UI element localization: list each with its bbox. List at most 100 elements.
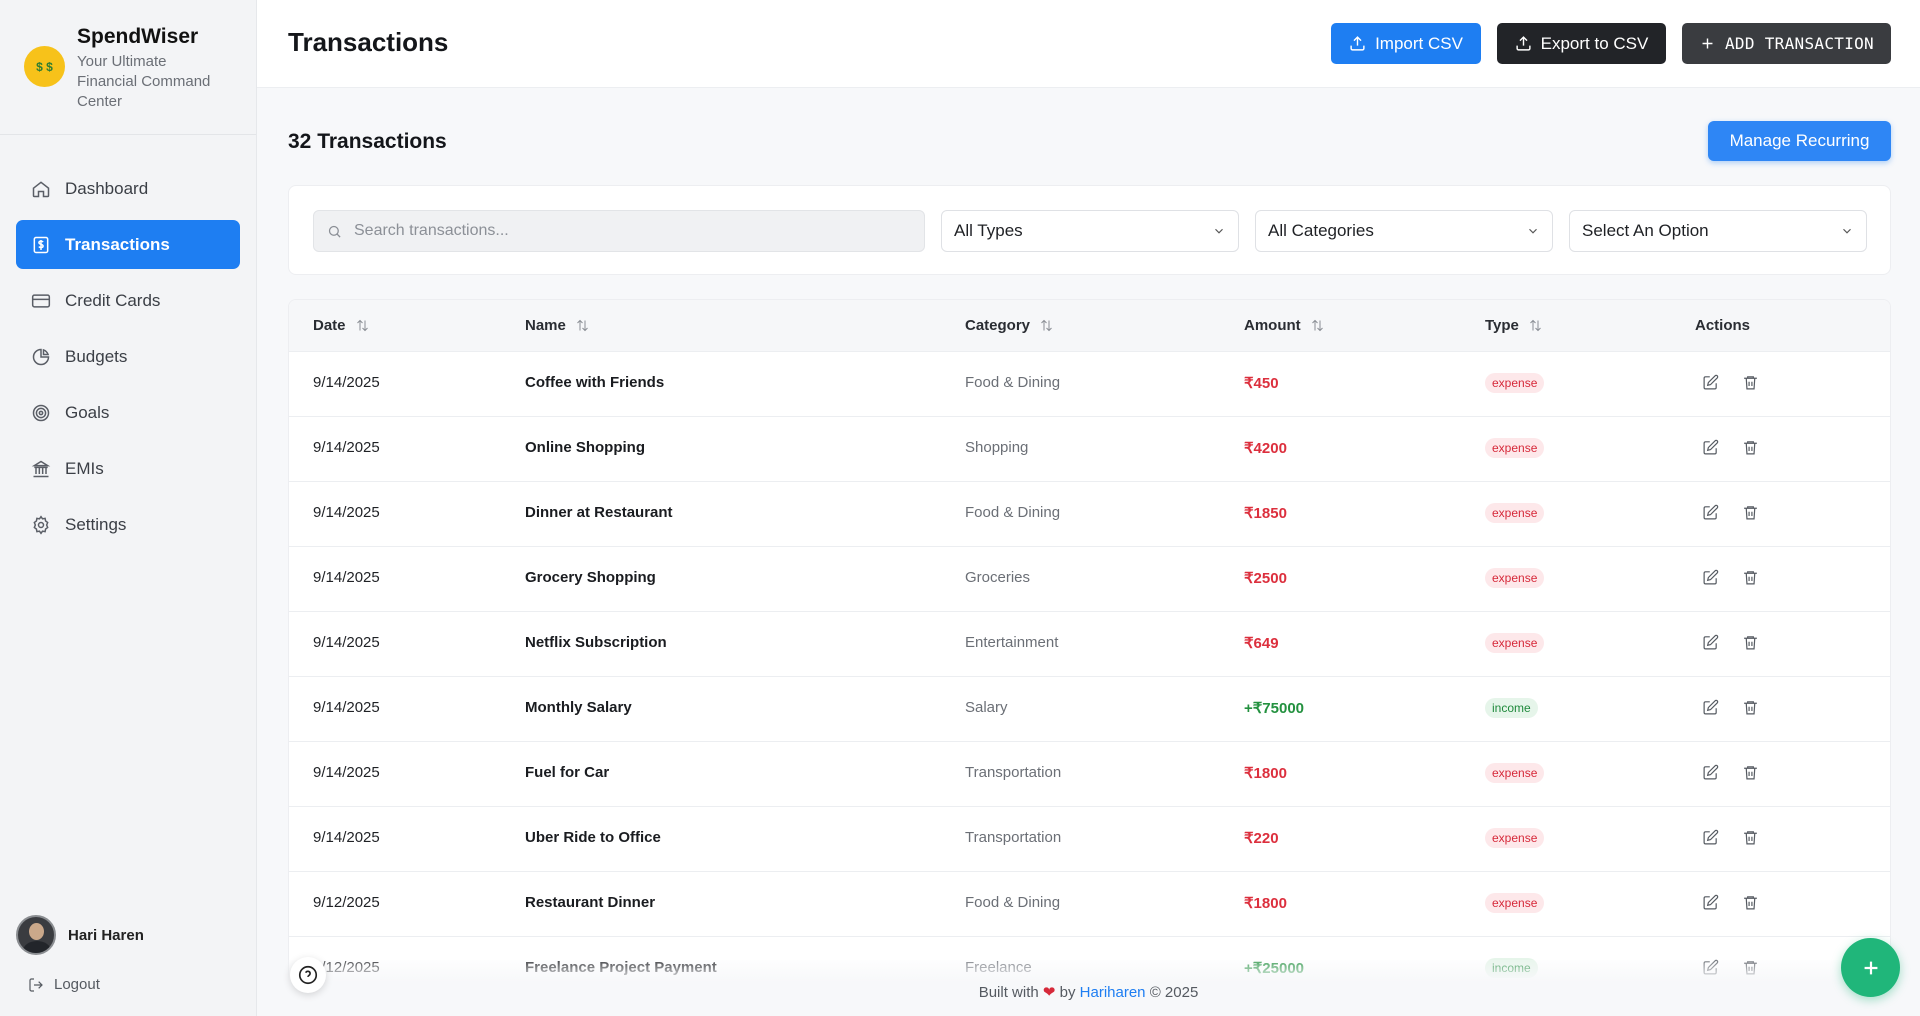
- type-badge: expense: [1485, 893, 1545, 913]
- add-fab-button[interactable]: [1841, 938, 1900, 997]
- sidebar-item-dashboard[interactable]: Dashboard: [16, 164, 240, 213]
- dollar-square-icon: [31, 235, 51, 255]
- sidebar-item-emis[interactable]: EMIs: [16, 444, 240, 493]
- delete-button[interactable]: [1742, 764, 1759, 781]
- cell-category: Food & Dining: [965, 504, 1061, 521]
- column-label: Type: [1485, 317, 1519, 334]
- edit-icon: [1703, 569, 1719, 585]
- edit-button[interactable]: [1702, 374, 1719, 391]
- category-select[interactable]: All Categories: [1255, 210, 1553, 252]
- cell-date: 9/14/2025: [313, 764, 380, 781]
- cell-date: 9/14/2025: [313, 504, 380, 521]
- option-select-value: Select An Option: [1582, 221, 1709, 240]
- delete-button[interactable]: [1742, 504, 1759, 521]
- cell-amount: ₹450: [1244, 375, 1279, 392]
- cell-date: 9/14/2025: [313, 374, 380, 391]
- trash-icon: [1744, 896, 1757, 910]
- edit-button[interactable]: [1702, 699, 1719, 716]
- cell-category: Food & Dining: [965, 374, 1061, 391]
- cell-category: Groceries: [965, 569, 1031, 586]
- type-badge: expense: [1485, 828, 1545, 848]
- sort-icon: [356, 319, 368, 332]
- cell-name: Dinner at Restaurant: [525, 504, 673, 521]
- sidebar-item-settings[interactable]: Settings: [16, 500, 240, 549]
- column-label: Actions: [1695, 317, 1751, 334]
- search-input[interactable]: [354, 222, 914, 240]
- delete-button[interactable]: [1742, 569, 1759, 586]
- logout-button[interactable]: Logout: [28, 976, 100, 993]
- edit-button[interactable]: [1702, 894, 1719, 911]
- footer: Built with ❤ by Hariharen © 2025: [257, 983, 1920, 1001]
- column-header-category[interactable]: Category: [965, 317, 1054, 334]
- column-label: Date: [313, 317, 346, 334]
- cell-date: 9/12/2025: [313, 894, 380, 911]
- sidebar-nav: Dashboard Transactions Credit Cards Budg…: [0, 135, 256, 549]
- sidebar-item-budgets[interactable]: Budgets: [16, 332, 240, 381]
- delete-button[interactable]: [1742, 374, 1759, 391]
- table-row: 9/14/2025 Grocery Shopping Groceries ₹2500 e…: [289, 547, 1890, 612]
- help-button[interactable]: [290, 957, 326, 993]
- plus-icon: [1864, 961, 1877, 974]
- sidebar-item-credit-cards[interactable]: Credit Cards: [16, 276, 240, 325]
- export-csv-label: Export to CSV: [1540, 33, 1649, 53]
- manage-recurring-button[interactable]: Manage Recurring: [1708, 121, 1891, 161]
- brand: $ $ SpendWiser Your Ultimate Financial C…: [0, 0, 256, 135]
- cell-name: Netflix Subscription: [525, 634, 667, 651]
- edit-icon: [1703, 634, 1719, 650]
- cell-name: Restaurant Dinner: [525, 894, 656, 911]
- logout-icon: [29, 977, 43, 992]
- delete-button[interactable]: [1742, 634, 1759, 651]
- table-header: Date Name Category Amount Type Actions: [289, 300, 1890, 352]
- column-label: Name: [525, 317, 566, 334]
- edit-button[interactable]: [1702, 764, 1719, 781]
- edit-button[interactable]: [1702, 439, 1719, 456]
- footer-copyright: © 2025: [1149, 984, 1199, 1001]
- import-csv-button[interactable]: Import CSV: [1331, 23, 1481, 64]
- column-header-name[interactable]: Name: [525, 317, 590, 334]
- upload-icon: [1350, 36, 1365, 51]
- transactions-table: Date Name Category Amount Type Actions: [288, 299, 1891, 999]
- type-select[interactable]: All Types: [941, 210, 1239, 252]
- search-box[interactable]: [313, 210, 925, 252]
- sidebar-item-transactions[interactable]: Transactions: [16, 220, 240, 269]
- sort-icon: [1530, 319, 1541, 332]
- edit-icon: [1703, 504, 1719, 520]
- logout-label: Logout: [54, 976, 100, 993]
- edit-button[interactable]: [1702, 569, 1719, 586]
- credit-card-icon: [31, 291, 51, 311]
- delete-button[interactable]: [1742, 829, 1759, 846]
- help-icon: [298, 965, 318, 985]
- cell-category: Shopping: [965, 439, 1029, 456]
- edit-button[interactable]: [1702, 634, 1719, 651]
- cell-date: 9/14/2025: [313, 699, 380, 716]
- cell-name: Fuel for Car: [525, 764, 610, 781]
- trash-icon: [1744, 506, 1757, 520]
- target-icon: [31, 403, 51, 423]
- table-row: 9/12/2025 Restaurant Dinner Food & Dining ₹…: [289, 872, 1890, 937]
- cell-category: Transportation: [965, 829, 1062, 846]
- user-profile[interactable]: Hari Haren: [16, 915, 144, 955]
- avatar: [16, 915, 56, 955]
- delete-button[interactable]: [1742, 699, 1759, 716]
- edit-button[interactable]: [1702, 504, 1719, 521]
- sort-icon: [1041, 319, 1052, 332]
- search-icon: [328, 225, 341, 238]
- delete-button[interactable]: [1742, 894, 1759, 911]
- export-csv-button[interactable]: Export to CSV: [1497, 23, 1666, 64]
- type-badge: expense: [1485, 763, 1545, 783]
- brand-name: SpendWiser: [77, 25, 199, 48]
- footer-fade: [257, 960, 1920, 1016]
- cell-amount: ₹220: [1244, 830, 1279, 847]
- edit-button[interactable]: [1702, 829, 1719, 846]
- cell-amount: ₹1800: [1244, 895, 1287, 912]
- cell-date: 9/14/2025: [313, 439, 380, 456]
- add-transaction-button[interactable]: ADD TRANSACTION: [1682, 23, 1891, 64]
- column-header-amount[interactable]: Amount: [1244, 317, 1325, 334]
- delete-button[interactable]: [1742, 439, 1759, 456]
- footer-author-link[interactable]: Hariharen: [1079, 984, 1146, 1001]
- column-header-date[interactable]: Date: [313, 317, 370, 334]
- table-row: 9/14/2025 Coffee with Friends Food & Dinin…: [289, 352, 1890, 417]
- option-select[interactable]: Select An Option: [1569, 210, 1867, 252]
- column-header-type[interactable]: Type: [1485, 317, 1543, 334]
- sidebar-item-goals[interactable]: Goals: [16, 388, 240, 437]
